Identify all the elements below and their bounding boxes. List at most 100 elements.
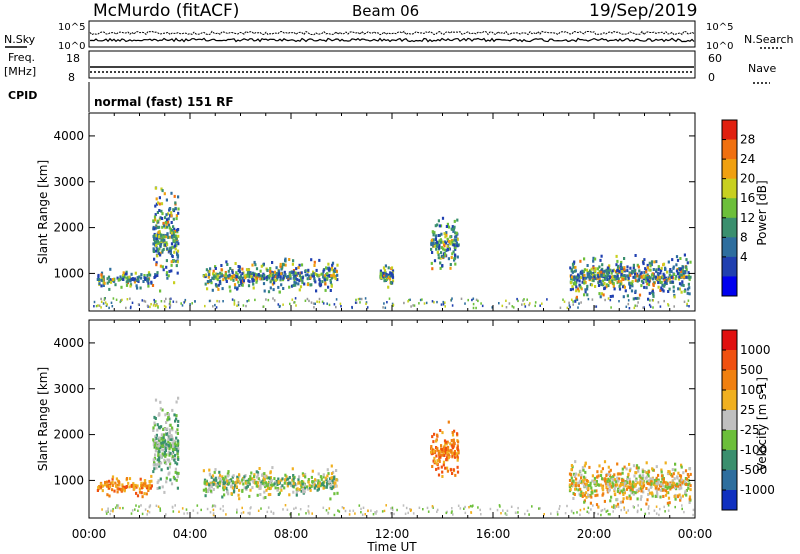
range-cell — [154, 204, 157, 208]
range-cell — [454, 231, 457, 235]
range-cell — [608, 479, 611, 483]
range-cell — [176, 230, 179, 234]
range-cell — [607, 489, 610, 493]
clutter-cell — [580, 301, 582, 304]
range-cell — [444, 442, 447, 446]
range-cell — [222, 278, 225, 282]
range-cell — [456, 244, 459, 248]
range-cell — [664, 280, 667, 284]
range-cell — [439, 261, 442, 265]
range-cell — [593, 480, 596, 484]
clutter-cell — [471, 505, 473, 508]
clutter-cell — [222, 509, 225, 512]
range-cell — [660, 280, 663, 284]
clutter-cell — [592, 504, 594, 507]
power-scatter-layer — [96, 186, 692, 303]
range-cell — [306, 487, 309, 491]
range-cell — [649, 485, 652, 489]
clutter-cell — [692, 513, 694, 517]
range-cell — [612, 268, 616, 272]
range-cell — [261, 473, 264, 477]
clutter-cell — [472, 302, 475, 306]
range-cell — [452, 227, 456, 231]
clutter-cell — [328, 507, 331, 510]
range-cell — [166, 225, 169, 229]
range-cell — [649, 264, 652, 268]
range-cell — [447, 225, 451, 229]
clutter-cell — [523, 298, 525, 301]
range-cell — [655, 490, 659, 494]
range-cell — [134, 483, 137, 487]
clutter-cell — [506, 509, 509, 512]
range-cell — [617, 264, 620, 268]
range-cell — [309, 486, 312, 490]
range-cell — [585, 479, 589, 483]
range-cell — [572, 479, 575, 483]
clutter-cell — [101, 508, 103, 511]
clutter-cell — [600, 509, 603, 513]
range-cell — [153, 234, 156, 238]
clutter-cell — [440, 303, 443, 306]
range-cell — [616, 497, 619, 501]
range-cell — [229, 289, 232, 293]
range-cell — [273, 279, 276, 283]
range-cell — [327, 262, 330, 266]
clutter-cell — [245, 304, 247, 308]
range-cell — [163, 243, 166, 247]
range-cell — [301, 279, 304, 283]
range-cell — [439, 455, 442, 459]
range-cell — [451, 431, 454, 434]
range-cell — [568, 479, 572, 482]
range-cell — [628, 486, 631, 489]
clutter-cell — [233, 301, 236, 305]
clutter-cell — [212, 512, 215, 515]
range-cell — [158, 436, 161, 440]
clutter-cell — [318, 297, 321, 301]
range-cell — [170, 269, 173, 273]
range-cell — [222, 488, 225, 492]
clutter-cell — [472, 297, 475, 300]
range-cell — [241, 267, 244, 271]
range-cell — [161, 217, 164, 220]
range-cell — [310, 485, 313, 488]
range-cell — [648, 491, 652, 495]
frequency-panel: Freq. [MHz] 18 8 60 0 Nave — [4, 50, 776, 84]
range-cell — [323, 276, 326, 280]
range-cell — [299, 483, 303, 487]
range-cell — [154, 234, 157, 238]
range-cell — [586, 275, 590, 279]
range-cell — [454, 253, 457, 257]
range-cell — [671, 474, 674, 478]
clutter-cell — [172, 510, 175, 513]
range-cell — [657, 274, 660, 278]
range-cell — [670, 472, 673, 476]
range-cell — [297, 478, 300, 482]
range-cell — [301, 472, 304, 476]
noise-right-label: N.Search — [744, 33, 794, 46]
range-cell — [147, 281, 150, 285]
colorbar-swatch — [722, 178, 737, 199]
clutter-cell — [479, 508, 481, 512]
range-cell — [616, 266, 620, 270]
range-cell — [212, 272, 215, 276]
clutter-cell — [267, 298, 270, 302]
range-cell — [130, 483, 133, 487]
range-cell — [175, 240, 179, 243]
clutter-cell — [333, 303, 336, 306]
clutter-cell — [467, 298, 469, 302]
range-cell — [289, 274, 292, 278]
clutter-cell — [652, 306, 654, 309]
range-cell — [596, 493, 599, 497]
range-cell — [177, 419, 180, 423]
range-cell — [629, 497, 632, 501]
range-cell — [606, 482, 609, 486]
range-cell — [622, 285, 625, 289]
range-cell — [298, 274, 301, 278]
clutter-cell — [686, 304, 688, 307]
range-cell — [222, 477, 225, 480]
clutter-cell — [517, 299, 519, 303]
range-cell — [284, 263, 287, 267]
range-cell — [442, 255, 445, 259]
range-cell — [222, 486, 225, 490]
range-cell — [577, 273, 580, 277]
